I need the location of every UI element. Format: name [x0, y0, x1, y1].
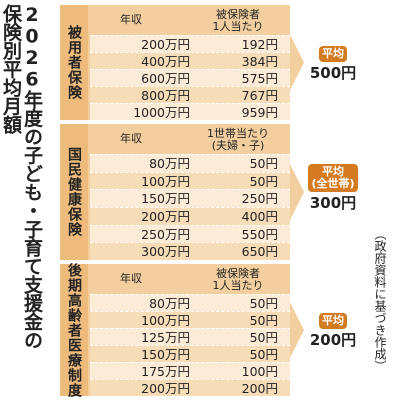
section-label: 被用者保険: [60, 5, 88, 120]
table-cell: 192円: [241, 37, 278, 52]
table-cell: 250円: [241, 191, 278, 207]
table-cell: 80万円: [149, 156, 190, 171]
table-cell: 800万円: [141, 88, 190, 103]
table-row: 800万円 767円: [90, 86, 290, 103]
table-cell: 600万円: [141, 71, 190, 86]
arrow: [290, 302, 304, 358]
table-cell: 200万円: [141, 209, 190, 224]
table-cell: 125万円: [141, 330, 190, 345]
table-cell: 50円: [249, 173, 278, 189]
table-cell: 384円: [241, 54, 278, 69]
header-line: 年収: [120, 272, 142, 285]
table-cell: 767円: [241, 88, 278, 103]
average-label: 平均 (全世帯): [308, 164, 358, 192]
table-row: 125万円 50円: [90, 328, 290, 345]
table-row: 100万円 50円: [90, 171, 290, 190]
title: 2026年度の子ども・子育て支援金の 保険別平均月額: [0, 4, 43, 396]
table-row: 80万円 50円: [90, 294, 290, 311]
table-row: 250万円 550円: [90, 224, 290, 243]
average-label-line: 平均: [322, 165, 344, 178]
header-line: 1人当たり: [212, 279, 264, 292]
section: 国民健康保険 年収 1世帯当たり (夫婦・子) 80万円 50円 100万円 50円 150万円…: [60, 124, 290, 260]
table-row: 100万円 50円: [90, 311, 290, 328]
table-row: 200万円 192円: [90, 35, 290, 52]
table-row: 80万円 50円: [90, 154, 290, 172]
table-cell: 250万円: [141, 226, 190, 242]
table-row: 150万円 250円: [90, 189, 290, 207]
table-cell: 100万円: [141, 173, 190, 189]
table-cell: 200万円: [141, 381, 190, 396]
header-line: 1人当たり: [212, 20, 264, 33]
table-cell: 200円: [241, 381, 278, 396]
table-cell: 400円: [241, 209, 278, 224]
table-cell: 1000万円: [133, 105, 190, 120]
average: 平均 (全世帯) 300円: [306, 164, 360, 213]
table-cell: 959円: [241, 105, 278, 120]
table-cell: 550円: [241, 226, 278, 242]
average-value: 200円: [309, 331, 357, 349]
table-row: 175万円 100円: [90, 362, 290, 379]
table-row: 400万円 384円: [90, 52, 290, 69]
column-header: 被保険者 1人当たり: [190, 9, 286, 33]
header-line: 年収: [120, 132, 142, 145]
table-cell: 50円: [249, 347, 278, 362]
average-label: 平均: [319, 45, 347, 62]
table-cell: 100万円: [141, 313, 190, 328]
table-cell: 50円: [249, 296, 278, 311]
average-label-line: 平均: [322, 314, 344, 327]
column-header: 年収: [92, 273, 170, 285]
average-label: 平均: [319, 313, 347, 329]
section: 後期高齢者医療制度 年収 被保険者 1人当たり 80万円 50円 100万円 50円 125万円…: [60, 263, 290, 398]
table-cell: 150万円: [141, 347, 190, 362]
section-label: 国民健康保険: [60, 124, 88, 260]
table-cell: 175万円: [141, 364, 190, 379]
title-line: 保険別平均月額: [0, 4, 22, 134]
average-label-line: (全世帯): [311, 177, 355, 190]
average: 平均 200円: [306, 309, 360, 350]
table-row: 200万円 200円: [90, 379, 290, 396]
average: 平均 500円: [306, 42, 360, 83]
title-line: 2026年度の子ども・子育て支援金の: [21, 4, 43, 349]
table-cell: 50円: [249, 156, 278, 171]
column-header: 年収: [92, 14, 170, 26]
table-cell: 200万円: [141, 37, 190, 52]
column-header: 被保険者 1人当たり: [190, 268, 286, 292]
table-cell: 50円: [249, 330, 278, 345]
table-cell: 650円: [241, 244, 278, 260]
table-cell: 575円: [241, 71, 278, 86]
table-row: 200万円 400円: [90, 207, 290, 225]
table-cell: 300万円: [141, 244, 190, 260]
table-row: 600万円 575円: [90, 69, 290, 86]
average-value: 300円: [309, 194, 357, 212]
section-label: 後期高齢者医療制度: [60, 263, 88, 398]
table-cell: 150万円: [141, 191, 190, 207]
table-row: 150万円 50円: [90, 345, 290, 362]
section: 被用者保険 年収 被保険者 1人当たり 200万円 192円 400万円 384円 600万円 5…: [60, 5, 290, 120]
header-line: 年収: [120, 13, 142, 26]
column-header: 1世帯当たり (夫婦・子): [190, 128, 286, 152]
table-cell: 100円: [241, 364, 278, 379]
header-line: 被保険者: [216, 267, 260, 280]
table-cell: 80万円: [149, 296, 190, 311]
table-row: 300万円 650円: [90, 242, 290, 260]
average-label-line: 平均: [322, 46, 344, 60]
table-cell: 50円: [249, 313, 278, 328]
header-line: (夫婦・子): [211, 139, 265, 152]
header-line: 1世帯当たり: [207, 127, 269, 140]
note: （政府資料に基づき作成）: [373, 228, 387, 372]
table-row: 1000万円 959円: [90, 103, 290, 120]
arrow: [290, 34, 304, 91]
average-value: 500円: [309, 63, 357, 82]
column-header: 年収: [92, 133, 170, 145]
header-line: 被保険者: [216, 8, 260, 21]
arrow: [290, 164, 304, 220]
table-cell: 400万円: [141, 54, 190, 69]
